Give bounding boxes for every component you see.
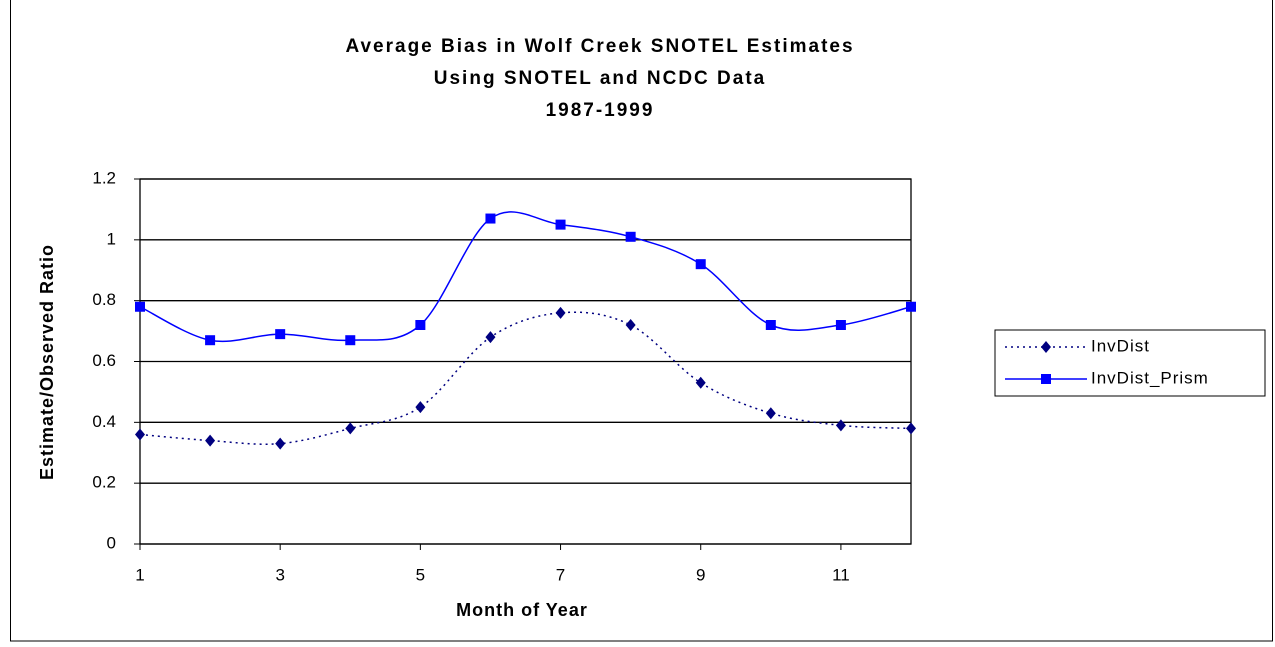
chart-frame [10,0,1273,642]
y-tick-label: 0.2 [92,473,116,492]
chart-title: Average Bias in Wolf Creek SNOTEL Estima… [345,36,854,57]
x-axis-label: Month of Year [456,600,588,620]
data-point [275,437,286,450]
y-tick-label: 0.8 [92,290,116,309]
plot-area [139,178,912,545]
data-point [555,219,566,230]
data-point [415,320,426,330]
y-tick-label: 1 [107,229,116,248]
data-point [345,335,356,346]
legend-marker [1041,374,1051,384]
data-point [275,329,286,340]
series-line [139,311,912,445]
x-tick-label: 9 [696,565,705,584]
chart-title: Using SNOTEL and NCDC Data [434,68,766,89]
data-point [205,335,216,346]
data-point [906,422,916,435]
data-point [695,376,706,389]
y-tick-label: 0 [107,533,116,552]
y-tick-label: 0.4 [92,412,116,431]
data-point [835,320,846,330]
data-point [135,428,145,441]
data-point [765,407,776,420]
y-axis-label: Estimate/Observed Ratio [37,244,57,480]
data-point [835,419,846,432]
y-tick-label: 0.6 [92,351,116,370]
data-point [345,422,356,435]
x-tick-label: 1 [135,565,144,584]
legend-label: InvDist [1091,336,1150,355]
data-point [625,319,636,331]
data-point [205,434,216,447]
x-tick-label: 11 [832,565,850,584]
data-point [485,331,496,344]
x-tick-label: 3 [275,565,284,584]
series-line [139,211,912,343]
chart-title: 1987-1999 [546,100,655,121]
legend-label: InvDist_Prism [1091,368,1209,387]
data-point [906,301,916,312]
x-tick-label: 5 [416,565,425,584]
data-point [415,401,426,414]
data-point [765,320,776,330]
x-tick-label: 7 [556,565,565,584]
data-point [625,231,636,242]
legend-marker [1041,341,1051,353]
data-point [135,301,145,312]
y-tick-label: 1.2 [92,168,116,187]
data-point [695,259,706,270]
data-point [555,306,566,319]
legend-box [994,329,1266,397]
data-point [485,213,496,224]
